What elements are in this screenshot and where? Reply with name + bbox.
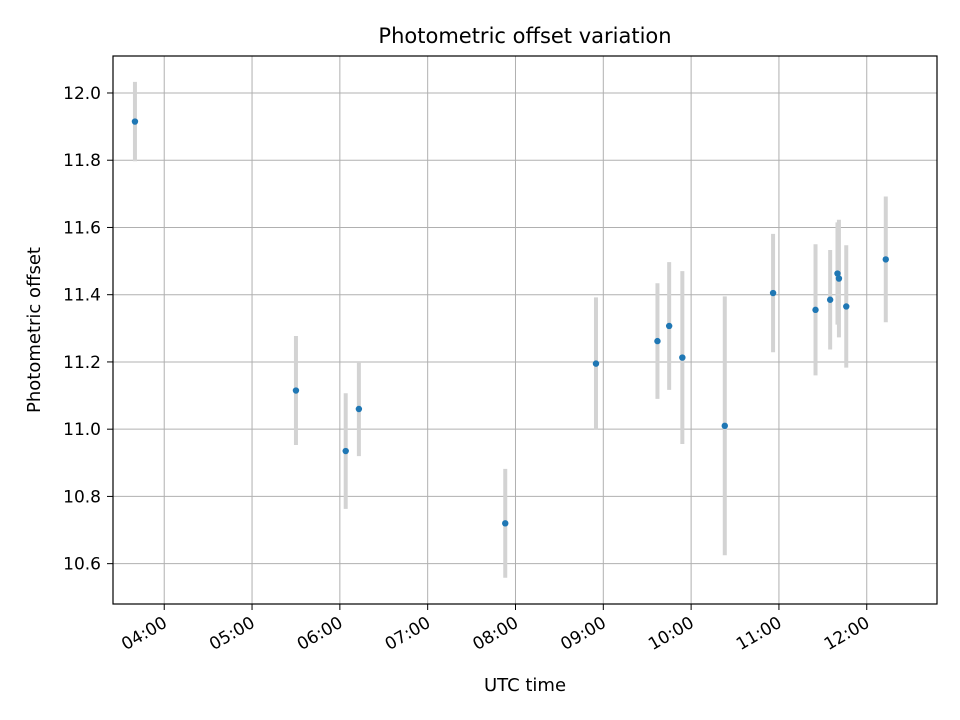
- data-point: [502, 520, 509, 527]
- y-tick-label: 11.2: [63, 353, 101, 373]
- y-tick-label: 11.4: [63, 286, 101, 306]
- x-tick-label: 10:00: [645, 613, 697, 655]
- chart-title: Photometric offset variation: [378, 24, 671, 48]
- x-tick-label: 06:00: [294, 613, 346, 655]
- y-tick-label: 10.8: [63, 487, 101, 507]
- y-tick-label: 11.8: [63, 151, 101, 171]
- x-axis-label: UTC time: [484, 675, 566, 696]
- y-tick-label: 12.0: [63, 84, 101, 104]
- data-point: [826, 296, 834, 303]
- grid-lines: [113, 56, 937, 604]
- data-point: [592, 360, 600, 367]
- data-points: [131, 118, 889, 527]
- data-point: [882, 256, 889, 263]
- plot-frame: [112, 55, 938, 605]
- data-point: [131, 118, 139, 125]
- x-tick-label: 08:00: [470, 613, 522, 655]
- data-point: [665, 322, 673, 330]
- x-tick-label: 04:00: [118, 613, 170, 655]
- data-point: [342, 447, 349, 455]
- x-tick-label: 07:00: [382, 613, 434, 655]
- error-bars: [132, 81, 888, 578]
- x-tick-label: 11:00: [733, 613, 785, 655]
- y-axis-label: Photometric offset: [24, 247, 45, 413]
- x-tick-label: 05:00: [206, 613, 258, 655]
- data-point: [292, 387, 300, 394]
- y-tick-label: 11.6: [63, 218, 101, 238]
- data-point: [654, 337, 661, 345]
- data-point: [679, 354, 686, 361]
- x-tick-label: 09:00: [557, 613, 609, 655]
- data-point: [355, 405, 363, 413]
- y-tick-label: 11.0: [63, 420, 101, 440]
- x-axis-ticks: 04:00 05:00 06:00 07:00 08:00 09:00 10:00 11:00…: [118, 604, 873, 655]
- data-point: [835, 275, 843, 282]
- y-axis-ticks: 10.6 10.8 11.0 11.2 11.4 11.6 11.8 12.0: [63, 84, 113, 575]
- data-point: [721, 422, 728, 430]
- data-point: [769, 289, 777, 297]
- data-point: [843, 303, 850, 310]
- x-tick-label: 12:00: [821, 613, 873, 655]
- y-tick-label: 10.6: [63, 555, 101, 575]
- data-point: [834, 270, 841, 277]
- data-point: [812, 306, 819, 314]
